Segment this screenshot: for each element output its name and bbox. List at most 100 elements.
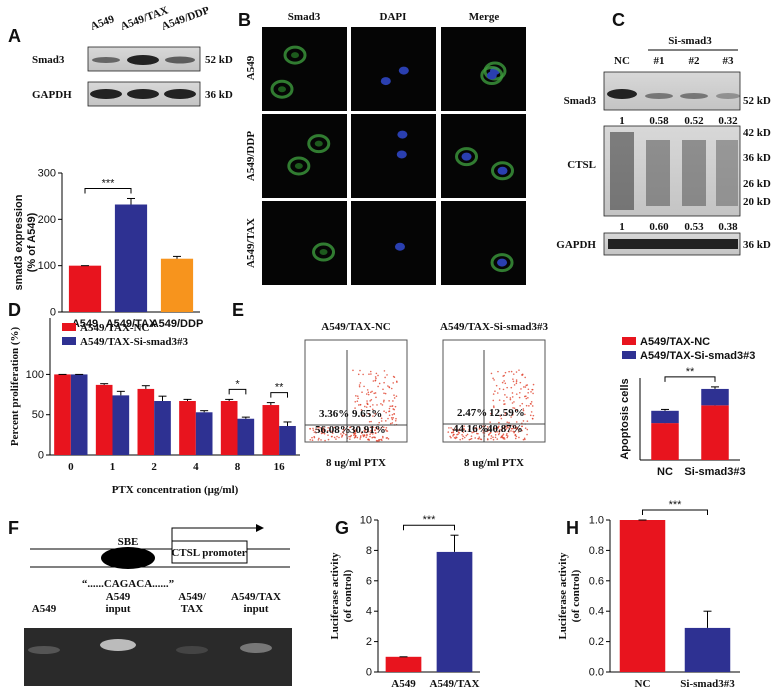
lane-label: NC [614, 55, 630, 67]
flow-dot [500, 417, 503, 420]
x-tick-label: Si-smad3#3 [684, 466, 745, 478]
flow-dot [497, 426, 499, 429]
flow-dot [378, 439, 380, 441]
flow-dot [502, 388, 505, 391]
lane-label: A549 [32, 603, 57, 615]
bar [385, 656, 422, 672]
size-label: 26 kD [743, 178, 771, 190]
lane-label: A549 [106, 591, 131, 603]
flow-dot [452, 430, 455, 432]
cell-smad3 [312, 242, 336, 262]
ratio-label: 0.32 [718, 115, 738, 127]
flow-dot [506, 421, 509, 424]
flow-dot [513, 401, 515, 403]
flow-dot [494, 431, 497, 433]
flow-dot [521, 425, 523, 428]
flow-dot [451, 431, 453, 434]
flow-dot [525, 395, 527, 398]
flow-dot [352, 428, 355, 430]
quantifications: 1 1 0.58 0.60 0.52 0.53 0.32 0.38 [619, 115, 738, 233]
gel-band [100, 639, 136, 651]
quadrant-label: 3.36% [319, 408, 349, 420]
flow-dot [521, 429, 523, 432]
flow-dot [393, 397, 396, 399]
bar-segment [651, 410, 679, 424]
cell-nucleus [497, 258, 508, 267]
cell-smad3 [480, 66, 504, 86]
flow-dot [511, 425, 514, 427]
flow-dot [448, 427, 450, 429]
flow-dot [358, 426, 360, 428]
blot-band [127, 89, 159, 99]
bar [279, 425, 296, 455]
flow-dot [333, 436, 336, 439]
ratio-label: 1 [619, 115, 625, 127]
flow-dot [459, 438, 461, 441]
flow-dot [368, 420, 371, 423]
y-axis-label: Percent proliferation (%) [9, 327, 21, 447]
blot-band [164, 89, 196, 99]
flow-dot [530, 391, 532, 393]
flow-dot [382, 426, 385, 429]
flow-dot [525, 404, 528, 407]
flow-dot [504, 429, 506, 431]
flow-dot [354, 407, 356, 409]
flow-dot [508, 425, 511, 428]
flow-dot [386, 430, 389, 432]
flow-dot [363, 385, 365, 388]
flow-dot [514, 437, 517, 440]
flow-dot [378, 382, 381, 385]
flow-dot [369, 400, 371, 402]
flow-dot [362, 435, 365, 438]
panel-label: B [238, 10, 251, 30]
size-label: 52 kD [205, 54, 233, 66]
y-axis-label: Luciferase activity [557, 552, 569, 640]
flow-dot [368, 373, 370, 375]
flow-dot [369, 405, 372, 408]
flow-dot [377, 385, 379, 388]
flow-dot [382, 400, 385, 403]
flow-dot [391, 413, 394, 416]
flow-dot [357, 404, 360, 406]
panel-label: G [335, 518, 349, 538]
flow-dot [359, 404, 362, 406]
flow-dot [313, 431, 316, 433]
flow-dot [327, 426, 329, 429]
flow-dot [371, 408, 374, 411]
flow-dot [513, 431, 515, 434]
flow-dot [455, 425, 457, 428]
x-tick-label: 4 [193, 461, 199, 473]
flow-dot [504, 403, 506, 405]
flow-dot [506, 432, 508, 435]
flow-dot [532, 392, 534, 395]
x-tick-label: 0 [68, 461, 74, 473]
flow-dot [474, 437, 477, 439]
flow-dot [458, 432, 461, 434]
cell-nucleus [486, 71, 497, 80]
y-tick-label: 0 [366, 667, 372, 679]
flow-dot [372, 426, 375, 428]
flow-dot [363, 434, 366, 436]
flow-dot [494, 436, 497, 439]
panel-label: A [8, 26, 21, 46]
flow-dot [505, 425, 507, 427]
quadrant-label: 44.16% [453, 423, 489, 435]
cell-smad3 [455, 147, 479, 167]
size-label: 36 kD [205, 89, 233, 101]
blot-smear [610, 132, 738, 210]
flow-dot [492, 393, 495, 395]
row-label: A549/DDP [245, 131, 257, 181]
flow-dot [515, 421, 518, 423]
cell-nucleus [397, 130, 408, 139]
flow-dot [382, 388, 384, 391]
y-tick-label: 0.8 [589, 545, 604, 557]
flow-dot [341, 431, 344, 433]
flow-dot [322, 429, 324, 431]
y-tick-label: 10 [360, 515, 372, 527]
group-label: Si-smad3 [668, 35, 712, 47]
flow-dot [320, 430, 323, 433]
flow-dot [392, 400, 394, 402]
flow-dot [515, 435, 518, 438]
legend-label: A549/TAX-Si-smad3#3 [80, 336, 188, 348]
